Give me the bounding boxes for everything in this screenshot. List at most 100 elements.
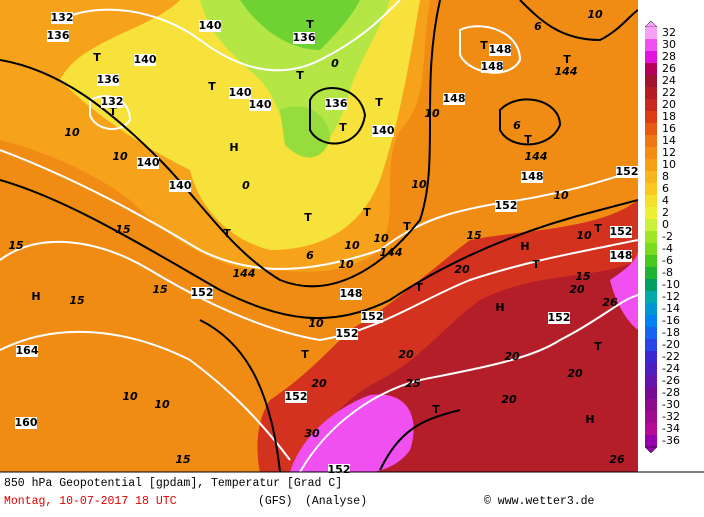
map-label: 148 [489,43,512,56]
geopotential-contours [0,0,639,473]
scale-swatch [645,399,657,411]
map-label: 15 [115,223,131,236]
scale-swatch [645,231,657,243]
scale-swatch [645,363,657,375]
map-label: 0 [331,57,339,70]
map-label: 144 [525,150,548,163]
map-label: 15 [175,453,191,466]
scale-label: -22 [662,350,680,363]
color-scale: 32302826242220181614121086420-2-4-6-8-10… [638,0,704,472]
map-label: H [31,290,40,303]
map-label: 136 [293,31,316,44]
scale-label: 0 [662,218,669,231]
scale-label: 10 [662,158,676,171]
scale-swatch [645,87,657,99]
map-label: T [339,121,347,134]
scale-label: -36 [662,434,680,447]
map-label: T [563,53,571,66]
map-label: 140 [134,53,157,66]
label-box [51,12,73,24]
map-label: 10 [308,317,324,330]
scale-label: 6 [662,182,669,195]
scale-swatch [645,159,657,171]
scale-label: 22 [662,86,676,99]
scale-label: 8 [662,170,669,183]
map-label: 20 [398,348,414,361]
map-label: 30 [304,427,320,440]
label-box [610,226,632,238]
map-label: T [524,133,532,146]
scale-swatch [645,255,657,267]
map-label: T [363,206,371,219]
scale-label: 28 [662,50,676,63]
footer-date: Montag, 10-07-2017 18 UTC [4,495,177,508]
map-label: 10 [553,189,569,202]
scale-label: -12 [662,290,680,303]
footer-mode: (Analyse) [305,495,367,508]
label-box [169,180,191,192]
scale-label: 4 [662,194,669,207]
label-box [16,345,38,357]
label-box [285,391,307,403]
hottest-patch [610,250,638,330]
map-label: 148 [521,170,544,183]
map-label: 148 [443,92,466,105]
scale-swatch [645,267,657,279]
map-label: 152 [610,225,633,238]
label-box [328,464,350,476]
scale-swatch [645,315,657,327]
scale-label: -20 [662,338,680,351]
scale-swatch [645,423,657,435]
scale-label: 24 [662,74,676,87]
map-label: 144 [555,65,578,78]
scale-swatch [645,387,657,399]
map-label: 10 [338,258,354,271]
map-label: 15 [8,239,24,252]
map-label: 10 [587,8,603,21]
map-label: H [520,240,529,253]
scale-label: 2 [662,206,669,219]
scale-swatch [645,303,657,315]
map-label: T [301,348,309,361]
map-label: 10 [576,229,592,242]
map-label: 164 [16,344,39,357]
map-label: T [109,105,117,118]
scale-swatch [645,183,657,195]
scale-label: -24 [662,362,680,375]
label-box [199,20,221,32]
map-label: 160 [15,416,38,429]
map-label: H [495,301,504,314]
map-label: 144 [233,267,256,280]
map-label: 26 [609,453,625,466]
scale-swatch [645,351,657,363]
scale-label: 32 [662,26,676,39]
scale-swatch [645,75,657,87]
label-box [191,287,213,299]
scale-swatch [645,51,657,63]
scale-swatch [645,435,657,447]
map-label: 152 [328,463,351,476]
scale-swatch [645,339,657,351]
scale-swatch [645,195,657,207]
map-label: 140 [137,156,160,169]
label-box [495,200,517,212]
scale-label: -26 [662,374,680,387]
map-label: H [229,141,238,154]
scale-label: 12 [662,146,676,159]
map-label: T [304,211,312,224]
map-label: 152 [285,390,308,403]
scale-label: -30 [662,398,680,411]
label-box [481,61,503,73]
label-box [325,98,347,110]
map-label: 20 [311,377,327,390]
map-label: 152 [548,311,571,324]
label-box [548,312,570,324]
map-label: 20 [454,263,470,276]
map-label: T [594,340,602,353]
scale-label: -2 [662,230,673,243]
map-label: 10 [154,398,170,411]
scale-swatch [645,207,657,219]
scale-label: 20 [662,98,676,111]
